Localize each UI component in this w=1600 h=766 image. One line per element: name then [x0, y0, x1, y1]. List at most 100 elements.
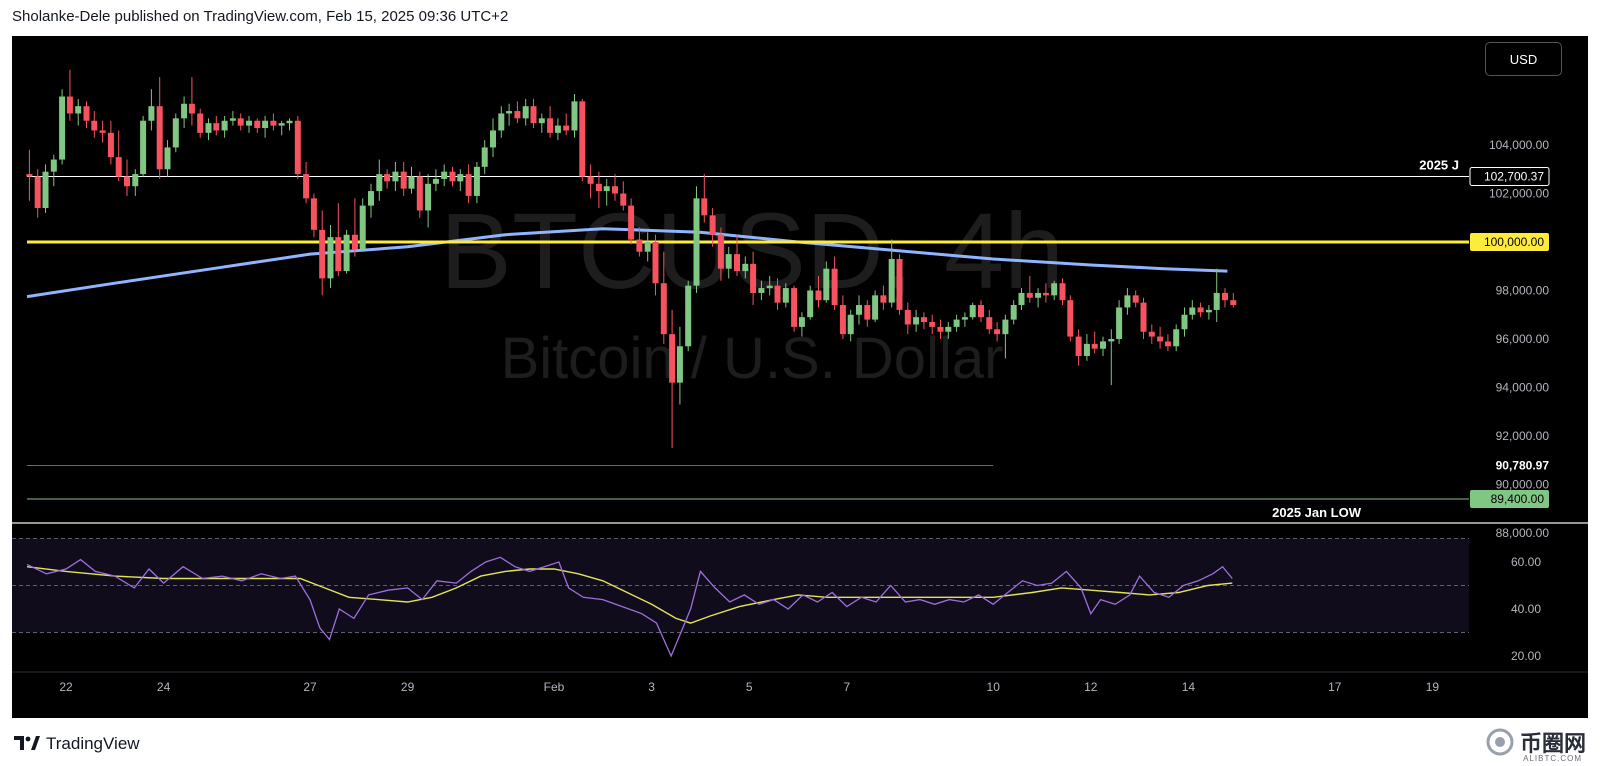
x-tick-label: 22: [59, 680, 73, 694]
candle: [807, 285, 814, 320]
candle-body: [132, 174, 139, 187]
coin-icon: [1486, 728, 1514, 756]
candle-body: [359, 205, 366, 250]
candle: [246, 115, 252, 133]
candle-body: [676, 346, 683, 383]
candle-body: [1035, 292, 1042, 298]
candle: [303, 161, 310, 204]
price-level[interactable]: 2025 Jan LOW: [26, 498, 1469, 520]
candle-body: [929, 322, 936, 327]
candle-body: [896, 258, 903, 310]
candle: [1213, 268, 1220, 323]
candle-body: [603, 186, 610, 192]
candle-body: [880, 295, 887, 303]
candle-body: [1173, 329, 1180, 347]
candle: [888, 239, 895, 308]
candle: [99, 120, 106, 143]
candle-body: [1181, 314, 1188, 330]
candle: [750, 251, 757, 306]
candle: [457, 169, 464, 192]
tradingview-logo[interactable]: TradingView: [14, 734, 140, 754]
candle-body: [798, 317, 805, 327]
candle-body: [392, 171, 399, 182]
candle: [400, 161, 407, 196]
candle-body: [181, 103, 188, 119]
candle: [1026, 275, 1033, 303]
rsi-tick-label: 60.00: [1511, 555, 1541, 569]
candle-body: [725, 254, 732, 269]
candle-body: [115, 157, 122, 177]
candle: [628, 198, 635, 245]
candle: [75, 98, 82, 126]
level-note: 2025 J: [1419, 158, 1459, 173]
candle: [50, 154, 57, 187]
candle: [969, 302, 976, 320]
candle-body: [1124, 295, 1131, 308]
candle: [742, 256, 749, 279]
candle-body: [1018, 292, 1025, 306]
price-level[interactable]: 2025 J: [26, 158, 1469, 178]
candle: [481, 140, 488, 175]
candle: [522, 98, 529, 126]
candle: [205, 118, 212, 141]
candle: [335, 203, 342, 276]
price-label: 90,780.97: [1496, 459, 1550, 473]
candle-body: [473, 166, 480, 196]
candle: [815, 275, 822, 308]
x-tick-label: 27: [303, 680, 317, 694]
candle: [823, 261, 830, 303]
x-tick-label: Feb: [544, 680, 565, 694]
candle: [652, 234, 659, 296]
candle-body: [506, 111, 513, 114]
price-label-box: [1469, 167, 1550, 187]
candle: [1140, 297, 1147, 339]
candle: [734, 234, 740, 276]
candle-body: [59, 96, 66, 160]
candle-body: [758, 288, 765, 293]
currency-button[interactable]: USD: [1485, 42, 1562, 76]
candle: [408, 166, 415, 194]
candle: [107, 120, 114, 165]
candle: [1189, 300, 1196, 320]
candle: [839, 295, 846, 339]
candle-body: [34, 176, 41, 209]
candle-body: [449, 171, 456, 182]
candle: [197, 108, 204, 138]
candle: [343, 229, 350, 274]
candle-body: [327, 237, 334, 279]
candle: [1035, 288, 1042, 308]
ma-line: [26, 227, 1228, 299]
candle-body: [571, 101, 578, 131]
rsi-tick-label: 40.00: [1511, 602, 1541, 616]
candle: [978, 300, 984, 323]
candle: [294, 115, 301, 179]
candle: [42, 164, 49, 213]
candle: [384, 169, 391, 189]
candle-body: [620, 193, 627, 206]
candle-body: [99, 130, 106, 133]
candle-body: [961, 317, 968, 320]
candle-body: [1075, 336, 1082, 356]
price-label-text: 100,000.00: [1484, 235, 1544, 249]
candle-body: [579, 101, 586, 177]
candle-body: [408, 176, 415, 189]
candle: [847, 309, 854, 342]
candle-body: [1148, 331, 1155, 337]
candle-body: [1091, 343, 1098, 349]
candle: [1124, 288, 1131, 315]
candle: [904, 302, 911, 335]
candle: [945, 322, 952, 339]
candle: [709, 208, 716, 247]
candle: [961, 312, 968, 327]
candle-body: [1042, 292, 1049, 296]
candle-body: [1083, 343, 1090, 356]
candle: [66, 69, 73, 121]
candle-body: [205, 123, 212, 133]
candle: [782, 283, 789, 308]
candle-body: [920, 317, 927, 323]
candle-body: [343, 234, 350, 272]
candle: [498, 106, 505, 138]
candle-body: [847, 314, 854, 335]
price-chart[interactable]: BTCUSD, 4h Bitcoin / U.S. Dollar 2025 J2…: [12, 36, 1588, 718]
